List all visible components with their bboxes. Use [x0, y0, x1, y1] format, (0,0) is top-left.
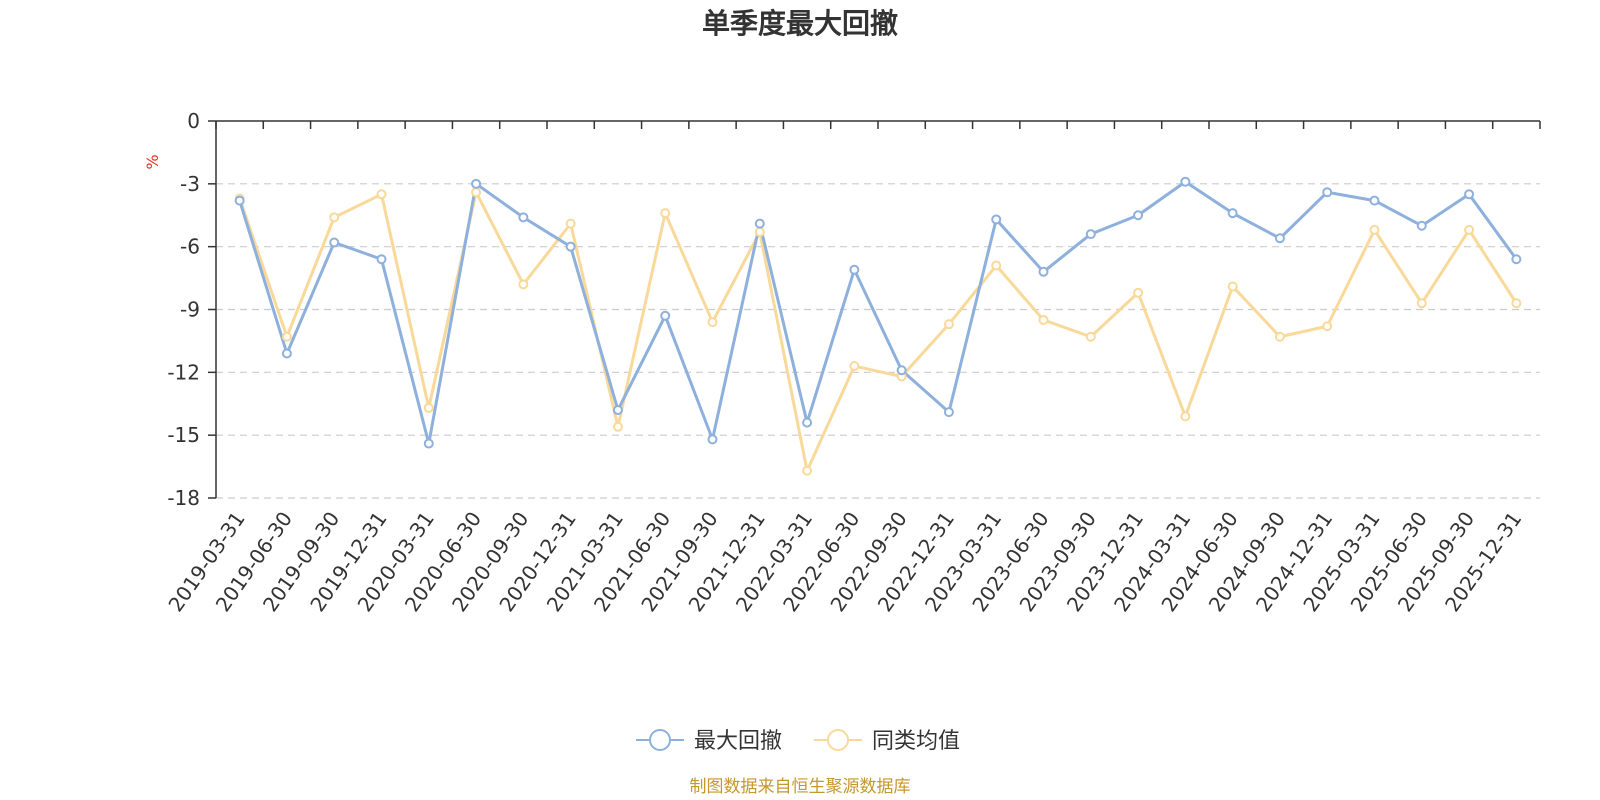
chart-title: 单季度最大回撤: [702, 7, 898, 40]
y-axis-unit: %: [143, 154, 162, 169]
series-0-point[interactable]: [234, 195, 245, 206]
series-0-point[interactable]: [612, 405, 623, 416]
series-1-point[interactable]: [1511, 298, 1522, 309]
series-0-point[interactable]: [1133, 210, 1144, 221]
series-1-point[interactable]: [802, 465, 813, 476]
y-tick-label: -6: [180, 235, 200, 259]
series-1-point[interactable]: [1133, 287, 1144, 298]
series-0-point[interactable]: [707, 434, 718, 445]
y-tick-label: -15: [167, 423, 200, 447]
y-tick-label: -9: [180, 298, 200, 322]
series-0-point[interactable]: [423, 438, 434, 449]
series-0-point[interactable]: [1464, 189, 1475, 200]
series-0-point[interactable]: [1511, 254, 1522, 265]
series-0-point[interactable]: [471, 178, 482, 189]
series-0-point[interactable]: [896, 365, 907, 376]
series-1-point[interactable]: [376, 189, 387, 200]
data-source-note: 制图数据来自恒生聚源数据库: [690, 777, 911, 797]
series-1-point[interactable]: [1416, 298, 1427, 309]
series-1-point[interactable]: [518, 279, 529, 290]
series-0-point[interactable]: [1085, 229, 1096, 240]
series-line-0: [238, 180, 1518, 446]
series-1-point[interactable]: [612, 421, 623, 432]
series-1-point[interactable]: [849, 361, 860, 372]
series-0-point[interactable]: [1369, 195, 1380, 206]
series-1-point[interactable]: [943, 319, 954, 330]
series-1-point[interactable]: [423, 402, 434, 413]
series-1-point[interactable]: [1464, 224, 1475, 235]
series-0-point[interactable]: [1416, 220, 1427, 231]
series-1-point[interactable]: [754, 227, 765, 238]
series-1-point[interactable]: [1038, 314, 1049, 325]
y-tick-label: -3: [180, 172, 200, 196]
series-0-point[interactable]: [660, 310, 671, 321]
series-0-point[interactable]: [991, 214, 1002, 225]
series-0-point[interactable]: [281, 348, 292, 359]
series-0-point[interactable]: [1227, 208, 1238, 219]
series-0-point[interactable]: [754, 218, 765, 229]
series-1-point[interactable]: [660, 208, 671, 219]
series-0-point[interactable]: [376, 254, 387, 265]
series-0-point[interactable]: [565, 241, 576, 252]
series-0-point[interactable]: [329, 237, 340, 248]
series-1-point[interactable]: [991, 260, 1002, 271]
series-1-point[interactable]: [565, 218, 576, 229]
series-1-point[interactable]: [281, 331, 292, 342]
series-1-point[interactable]: [1274, 331, 1285, 342]
series-1-point[interactable]: [1180, 411, 1191, 422]
series-0-point[interactable]: [1038, 266, 1049, 277]
legend-marker-1[interactable]: [827, 729, 849, 751]
legend: 最大回撤 同类均值: [636, 729, 960, 754]
series-0-point[interactable]: [518, 212, 529, 223]
y-tick-label: -12: [167, 360, 200, 384]
series-0-point[interactable]: [943, 407, 954, 418]
series-0-point[interactable]: [1322, 187, 1333, 198]
series-1-point[interactable]: [1322, 321, 1333, 332]
series-layer: [234, 176, 1522, 476]
y-tick-label: -18: [167, 486, 200, 510]
legend-marker-0[interactable]: [649, 729, 671, 751]
y-tick-label: 0: [187, 109, 200, 133]
series-0-point[interactable]: [1180, 176, 1191, 187]
legend-label-0[interactable]: 最大回撤: [694, 729, 782, 754]
series-0-point[interactable]: [1274, 233, 1285, 244]
series-1-point[interactable]: [707, 317, 718, 328]
series-1-point[interactable]: [329, 212, 340, 223]
series-1-point[interactable]: [1085, 331, 1096, 342]
series-0-point[interactable]: [849, 264, 860, 275]
series-1-point[interactable]: [471, 187, 482, 198]
legend-label-1[interactable]: 同类均值: [872, 729, 960, 754]
series-line-1: [238, 190, 1518, 473]
series-0-point[interactable]: [802, 417, 813, 428]
series-1-point[interactable]: [1227, 281, 1238, 292]
series-1-point[interactable]: [1369, 224, 1380, 235]
